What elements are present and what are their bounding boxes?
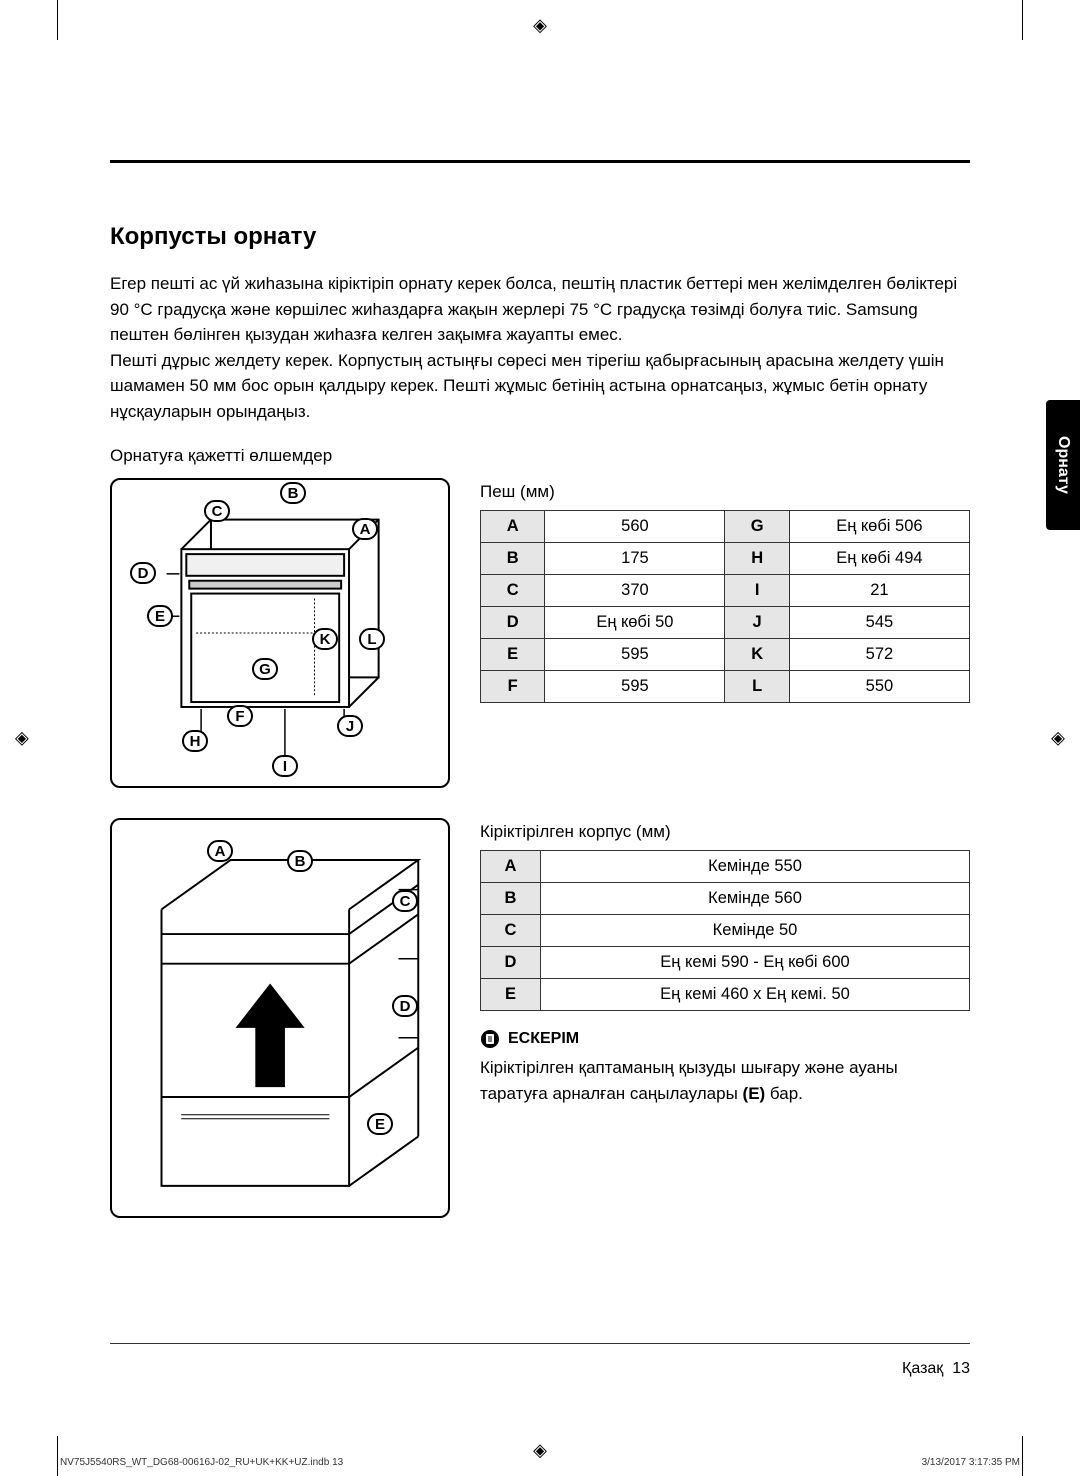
print-meta-left: NV75J5540RS_WT_DG68-00616J-02_RU+UK+KK+U… bbox=[60, 1457, 343, 1468]
diagram-label-c: C bbox=[204, 500, 230, 522]
diagram-label-i: I bbox=[272, 755, 298, 777]
cell: E bbox=[481, 639, 545, 671]
diagram-label-e2: E bbox=[367, 1113, 393, 1135]
cell: C bbox=[481, 575, 545, 607]
note-block: ЕСКЕРІМ Кіріктірілген қаптаманың қызуды … bbox=[480, 1029, 970, 1106]
cell: G bbox=[725, 511, 789, 543]
cell: Кемінде 50 bbox=[541, 915, 970, 947]
cell: L bbox=[725, 671, 789, 703]
dimensions-subheading: Орнатуға қажетті өлшемдер bbox=[110, 446, 970, 466]
cell: 21 bbox=[789, 575, 969, 607]
cell: Кемінде 560 bbox=[541, 883, 970, 915]
diagram-label-f: F bbox=[227, 705, 253, 727]
diagram-label-a: A bbox=[352, 518, 378, 540]
cell: J bbox=[725, 607, 789, 639]
cell: D bbox=[481, 947, 541, 979]
oven-dimensions-table: A560GЕң көбі 506 B175HЕң көбі 494 C370I2… bbox=[480, 510, 970, 703]
cell: 370 bbox=[545, 575, 725, 607]
cell: Ең кемі 590 - Ең көбі 600 bbox=[541, 947, 970, 979]
cell: 595 bbox=[545, 639, 725, 671]
cell: 572 bbox=[789, 639, 969, 671]
crop-line bbox=[1022, 0, 1023, 40]
crop-line bbox=[57, 0, 58, 40]
note-ref: (E) bbox=[743, 1084, 766, 1103]
cell: E bbox=[481, 979, 541, 1011]
diagram-label-e: E bbox=[147, 605, 173, 627]
section-tab: Орнату bbox=[1046, 400, 1080, 530]
oven-diagram: B C A D E K L G F J H I bbox=[110, 478, 450, 788]
cell: I bbox=[725, 575, 789, 607]
crop-line bbox=[57, 1436, 58, 1476]
cell: Ең кемі 460 x Ең кемі. 50 bbox=[541, 979, 970, 1011]
oven-table-caption: Пеш (мм) bbox=[480, 482, 970, 502]
crop-mark-icon: ◈ bbox=[1051, 728, 1065, 749]
footer-rule bbox=[110, 1343, 970, 1344]
diagram-label-d: D bbox=[130, 562, 156, 584]
cell: 560 bbox=[545, 511, 725, 543]
cell: K bbox=[725, 639, 789, 671]
cell: 175 bbox=[545, 543, 725, 575]
cell: Ең көбі 494 bbox=[789, 543, 969, 575]
note-icon bbox=[480, 1029, 500, 1049]
header-rule bbox=[110, 160, 970, 163]
diagram-label-h: H bbox=[182, 730, 208, 752]
diagram-label-b2: B bbox=[287, 850, 313, 872]
cell: A bbox=[481, 511, 545, 543]
cell: A bbox=[481, 851, 541, 883]
intro-paragraph: Егер пешті ас үй жиһазына кіріктіріп орн… bbox=[110, 271, 970, 424]
note-title: ЕСКЕРІМ bbox=[508, 1030, 579, 1048]
diagram-label-c2: C bbox=[392, 890, 418, 912]
diagram-label-b: B bbox=[280, 482, 306, 504]
cell: 550 bbox=[789, 671, 969, 703]
print-meta-right: 3/13/2017 3:17:35 PM bbox=[922, 1457, 1020, 1468]
cell: 545 bbox=[789, 607, 969, 639]
diagram-label-j: J bbox=[337, 715, 363, 737]
diagram-label-a2: A bbox=[207, 840, 233, 862]
cabinet-table-caption: Кіріктірілген корпус (мм) bbox=[480, 822, 970, 842]
diagram-label-k: K bbox=[312, 628, 338, 650]
crop-mark-icon: ◈ bbox=[15, 728, 29, 749]
cell: B bbox=[481, 543, 545, 575]
diagram-label-g: G bbox=[252, 658, 278, 680]
cell: 595 bbox=[545, 671, 725, 703]
crop-mark-icon: ◈ bbox=[533, 15, 547, 36]
note-text-a: Кіріктірілген қаптаманың қызуды шығару ж… bbox=[480, 1058, 898, 1103]
cabinet-dimensions-table: AКемінде 550 BКемінде 560 CКемінде 50 DЕ… bbox=[480, 850, 970, 1011]
cell: H bbox=[725, 543, 789, 575]
crop-mark-icon: ◈ bbox=[533, 1440, 547, 1461]
crop-line bbox=[1022, 1436, 1023, 1476]
cabinet-diagram: A B C D E bbox=[110, 818, 450, 1218]
cell: Ең көбі 50 bbox=[545, 607, 725, 639]
page-footer: Қазақ 13 bbox=[902, 1360, 970, 1378]
cell: F bbox=[481, 671, 545, 703]
diagram-label-l: L bbox=[359, 628, 385, 650]
cell: D bbox=[481, 607, 545, 639]
note-text-b: бар. bbox=[765, 1084, 803, 1103]
footer-lang: Қазақ bbox=[902, 1360, 943, 1377]
diagram-label-d2: D bbox=[392, 995, 418, 1017]
page-title: Корпусты орнату bbox=[110, 223, 970, 251]
cell: B bbox=[481, 883, 541, 915]
footer-page: 13 bbox=[952, 1360, 970, 1377]
note-text: Кіріктірілген қаптаманың қызуды шығару ж… bbox=[480, 1055, 970, 1106]
cell: Кемінде 550 bbox=[541, 851, 970, 883]
cell: C bbox=[481, 915, 541, 947]
cell: Ең көбі 506 bbox=[789, 511, 969, 543]
